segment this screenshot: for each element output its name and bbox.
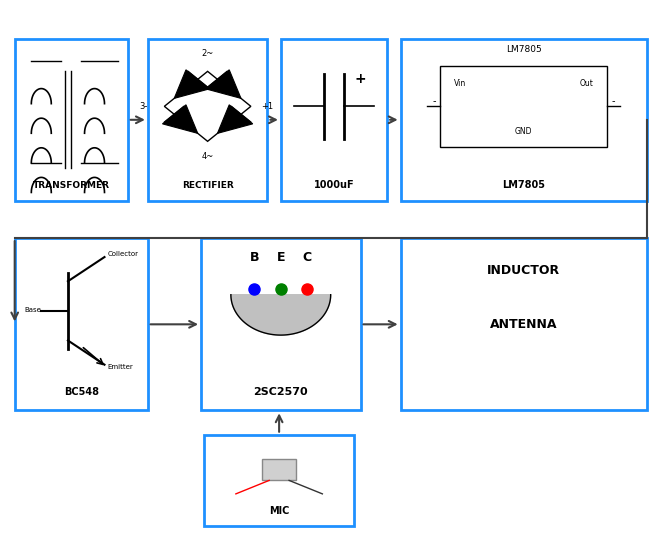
Text: 1000uF: 1000uF [314,180,354,190]
FancyBboxPatch shape [15,238,148,411]
Text: -: - [432,96,436,106]
Text: MIC: MIC [269,506,289,517]
FancyBboxPatch shape [204,434,354,526]
Polygon shape [174,70,210,98]
Text: Collector: Collector [108,252,139,258]
Polygon shape [231,295,331,335]
Text: Emitter: Emitter [108,365,134,371]
Text: BC548: BC548 [63,387,99,397]
Text: 3-: 3- [140,102,148,111]
Text: Base: Base [25,307,41,313]
Text: ANTENNA: ANTENNA [490,318,557,331]
Text: E: E [277,250,285,263]
Text: 2~: 2~ [202,49,214,58]
Text: RECTIFIER: RECTIFIER [182,181,234,190]
Bar [263,459,296,480]
Text: +: + [355,72,367,87]
Text: B: B [249,250,259,263]
FancyBboxPatch shape [15,39,128,201]
Polygon shape [162,105,198,133]
FancyBboxPatch shape [401,238,647,411]
Text: 4~: 4~ [202,152,214,161]
Text: TRANSFORMER: TRANSFORMER [33,181,110,190]
Text: LM7805: LM7805 [506,45,542,54]
Text: GND: GND [515,127,532,136]
FancyBboxPatch shape [201,238,361,411]
Text: Vin: Vin [454,80,466,88]
Text: Out: Out [580,80,593,88]
Text: 2SC2570: 2SC2570 [253,387,308,397]
FancyBboxPatch shape [281,39,387,201]
Text: -: - [612,96,615,106]
Text: C: C [303,250,312,263]
Text: LM7805: LM7805 [502,180,545,190]
FancyBboxPatch shape [148,39,267,201]
FancyBboxPatch shape [440,66,607,147]
Polygon shape [206,70,241,98]
Text: INDUCTOR: INDUCTOR [487,264,560,277]
Polygon shape [218,105,253,133]
Text: +1: +1 [261,102,273,111]
FancyBboxPatch shape [401,39,647,201]
